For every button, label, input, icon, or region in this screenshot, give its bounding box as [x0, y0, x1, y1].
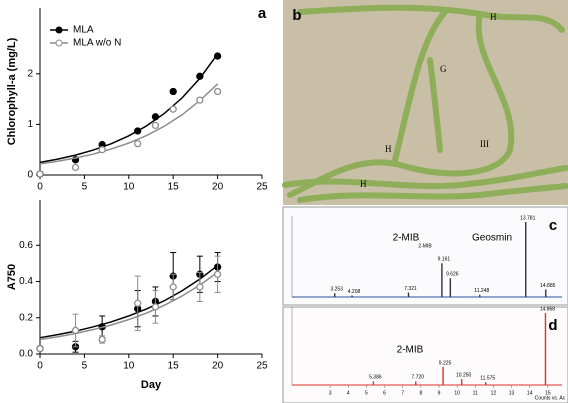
data-point	[213, 52, 222, 60]
data-point	[169, 283, 177, 291]
data-point	[71, 326, 80, 335]
annotation: H	[490, 12, 497, 22]
legend-label: MLA	[73, 25, 94, 36]
fit-curve	[39, 264, 219, 339]
panel-label: a	[258, 5, 267, 22]
x-tick-label: 10	[123, 361, 135, 372]
legend-marker	[55, 26, 63, 34]
data-point	[71, 163, 80, 172]
x-tick-label: 10	[454, 390, 460, 396]
data-point	[196, 283, 204, 291]
x-tick-label: 4	[347, 390, 350, 396]
y-axis-label: Chlorophyll-a (mg/L)	[6, 37, 18, 145]
data-point	[169, 87, 177, 96]
peak-label: 9.626	[446, 272, 459, 278]
peak-label: 10.250	[456, 373, 472, 379]
fit-curve	[39, 83, 219, 165]
x-tick-label: 5	[365, 390, 368, 396]
y-tick-label: 0.6	[19, 240, 33, 251]
data-point	[36, 170, 44, 178]
peak-label: 7.321	[404, 286, 417, 292]
x-tick-label: 5	[82, 182, 88, 193]
chromatogram-d-frame	[282, 306, 568, 403]
annotation: 2-MIB	[393, 233, 420, 244]
peak-label: 14.885	[540, 283, 556, 289]
x-tick-label: 6	[383, 390, 386, 396]
data-point	[213, 270, 222, 278]
chromatogram-c-frame	[282, 206, 568, 306]
y-tick-label: 0.0	[19, 349, 33, 360]
data-point	[151, 113, 160, 121]
data-point	[36, 344, 44, 353]
y-tick-label: 0.2	[19, 312, 33, 323]
x-tick-label: 0	[37, 182, 43, 193]
x-tick-label: 5	[82, 361, 88, 372]
data-point	[98, 146, 106, 154]
y-tick-label: 0.4	[19, 276, 33, 287]
x-axis-label: Counts vs. Ac	[535, 395, 566, 401]
peak-label: 7.720	[411, 375, 424, 381]
annotation: Geosmin	[472, 233, 512, 244]
y-axis-label: A750	[6, 264, 18, 290]
x-tick-label: 14	[527, 390, 533, 396]
y-tick-label: 1	[27, 119, 33, 130]
x-tick-label: 15	[545, 390, 551, 396]
x-tick-label: 8	[419, 390, 422, 396]
annotation: 2-MIB	[418, 243, 432, 249]
data-point	[151, 303, 160, 311]
legend-marker	[55, 39, 63, 47]
fit-curve	[39, 271, 219, 341]
peak-label: 11.248	[474, 288, 489, 294]
x-tick-label: 25	[256, 182, 268, 193]
x-tick-label: 15	[168, 361, 180, 372]
peak-label: 4.208	[348, 289, 361, 295]
panel-label: d	[548, 317, 557, 334]
data-point	[98, 335, 106, 344]
data-point	[196, 96, 204, 104]
x-tick-label: 11	[473, 390, 478, 396]
peak-label: 5.386	[369, 375, 382, 381]
annotation: H	[385, 144, 392, 154]
annotation: 2-MIB	[397, 345, 424, 356]
x-tick-label: 10	[123, 182, 135, 193]
filaments	[282, 4, 568, 203]
x-tick-label: 13	[509, 390, 515, 396]
x-axis-label: Day	[141, 379, 162, 391]
data-point	[213, 87, 222, 96]
data-point	[169, 105, 177, 113]
legend-label: MLA w/o N	[73, 38, 121, 49]
peak-label: 9.225	[439, 360, 452, 366]
annotation: H	[360, 179, 367, 189]
x-tick-label: 15	[168, 182, 180, 193]
y-tick-label: 2	[27, 68, 33, 79]
x-tick-label: 12	[491, 390, 497, 396]
data-point	[134, 127, 142, 135]
x-tick-label: 9	[438, 390, 441, 396]
panel-label: b	[292, 7, 301, 24]
panel-label: c	[549, 217, 557, 234]
fit-curve	[39, 53, 219, 164]
x-tick-label: 0	[37, 361, 43, 372]
annotation: G	[440, 64, 447, 74]
peak-label: 14.868	[540, 306, 556, 312]
x-tick-label: 7	[401, 390, 404, 396]
annotation: III	[480, 139, 489, 149]
x-tick-label: 20	[212, 182, 224, 193]
x-tick-label: 20	[212, 361, 224, 372]
x-tick-label: 25	[256, 361, 268, 372]
data-point	[134, 139, 142, 148]
x-tick-label: 3	[329, 390, 332, 396]
peak-label: 9.161	[438, 257, 451, 263]
data-point	[151, 121, 160, 130]
data-point	[196, 72, 204, 80]
peak-label: 13.781	[520, 215, 536, 221]
data-point	[134, 299, 142, 307]
peak-label: 11.575	[480, 375, 495, 381]
y-tick-label: 0	[27, 170, 33, 181]
peak-label: 3.253	[330, 287, 343, 293]
